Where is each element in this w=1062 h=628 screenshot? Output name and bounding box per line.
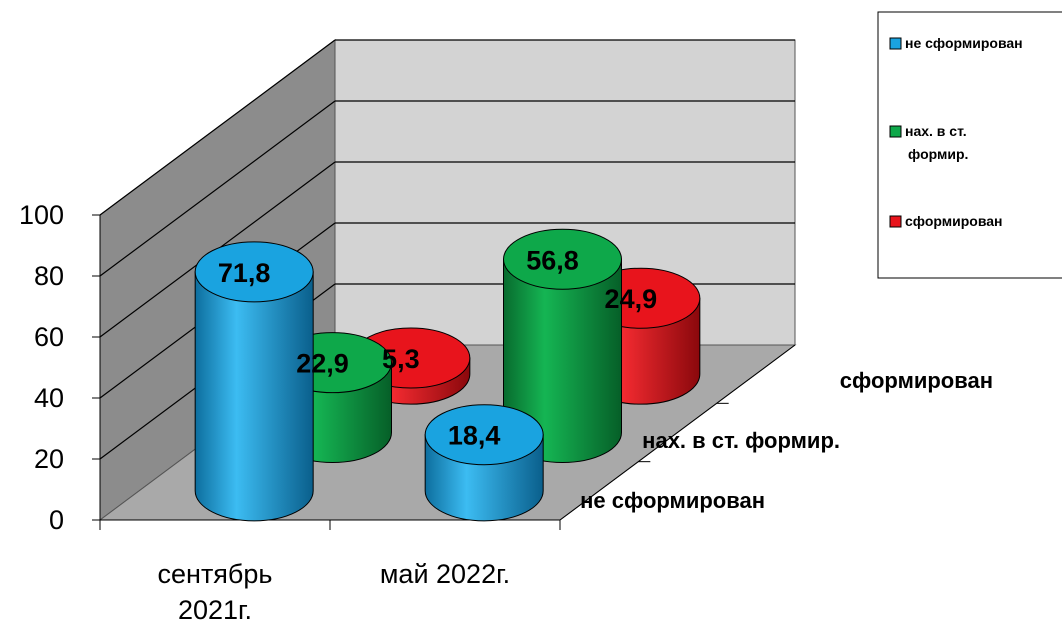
y-tick-label: 60 [34, 322, 64, 352]
legend-items: не сформирован нах. в ст. формир. сформиров… [889, 35, 1023, 229]
y-tick-label: 40 [34, 383, 64, 413]
x-category-label: май 2022г. [380, 559, 510, 589]
cylinder-top [503, 228, 622, 290]
cylinder-bar [424, 404, 544, 522]
y-tick-label: 20 [34, 444, 64, 474]
y-tick-label: 100 [19, 200, 64, 230]
cylinder-top [194, 241, 314, 303]
data-label: 22,9 [296, 349, 349, 379]
legend-item: не сформирован [889, 35, 1023, 51]
cylinder-bar [503, 228, 622, 463]
legend-item: сформирован [889, 213, 1003, 229]
legend-item: нах. в ст. формир. [889, 123, 968, 162]
y-axis-ticks: 0 20 40 60 80 100 [19, 200, 100, 535]
data-label: 56,8 [526, 245, 579, 275]
data-label: 18,4 [448, 421, 501, 451]
y-tick-label: 80 [34, 261, 64, 291]
data-label: 24,9 [605, 284, 658, 314]
legend: не сформирован нах. в ст. формир. сформиров… [877, 11, 1062, 279]
legend-swatch [889, 37, 902, 50]
data-labels: 5,3 24,9 22,9 56,8 71,8 18,4 [218, 245, 657, 450]
depth-axis-label: нах. в ст. формир. [642, 428, 840, 453]
legend-box [877, 11, 1062, 279]
cylinder-body [194, 271, 314, 522]
legend-swatch [889, 125, 902, 138]
legend-swatch [889, 215, 902, 228]
data-label: 71,8 [218, 258, 271, 288]
legend-label: сформирован [905, 213, 1003, 229]
legend-label: не сформирован [905, 35, 1023, 51]
cylinder-bars [194, 228, 701, 522]
y-tick-label: 0 [49, 505, 64, 535]
x-axis-categories: сентябрь 2021г. май 2022г. [99, 520, 561, 625]
x-category-label: сентябрь 2021г. [158, 559, 273, 625]
depth-axis-label: не сформирован [580, 488, 765, 513]
data-label: 5,3 [382, 344, 420, 374]
gridline [99, 100, 336, 277]
legend-label: нах. в ст. формир. [905, 123, 968, 162]
gridline [99, 39, 336, 216]
depth-axis-label: сформирован [840, 368, 993, 393]
cylinder-top [424, 404, 544, 466]
depth-axis-labels: сформирован нах. в ст. формир. не сформиро… [580, 368, 993, 513]
depth-axis-line [559, 344, 796, 521]
cylinder-bar [194, 241, 314, 522]
